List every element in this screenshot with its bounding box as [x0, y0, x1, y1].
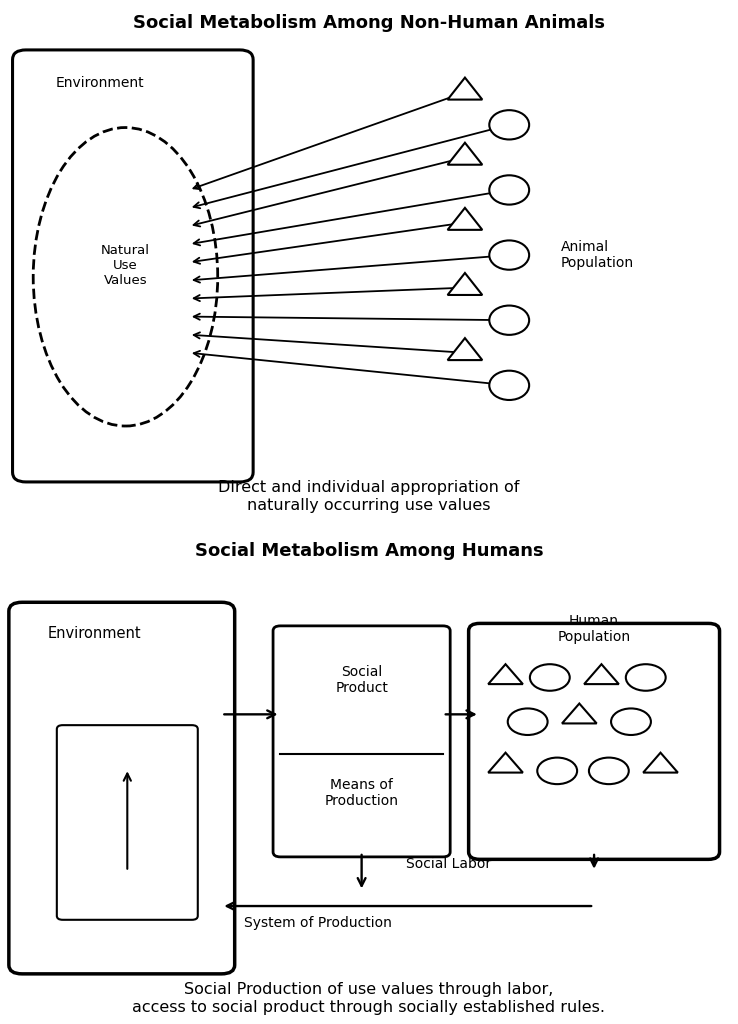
FancyBboxPatch shape [13, 50, 253, 482]
Text: Direct and individual appropriation of
naturally occurring use values: Direct and individual appropriation of n… [218, 480, 520, 513]
Polygon shape [584, 665, 618, 684]
Polygon shape [489, 665, 523, 684]
FancyBboxPatch shape [273, 626, 450, 857]
Circle shape [530, 665, 570, 691]
Polygon shape [644, 753, 677, 772]
Circle shape [537, 758, 577, 784]
Text: Environment: Environment [48, 626, 142, 641]
Text: Social Production of use values through labor,
access to social product through : Social Production of use values through … [133, 982, 605, 1015]
Polygon shape [448, 78, 482, 99]
Text: Natural
Use
Values: Natural Use Values [101, 245, 150, 288]
FancyBboxPatch shape [469, 624, 720, 859]
Text: Animal
Population: Animal Population [561, 240, 634, 270]
Text: Social Labor: Social Labor [406, 857, 491, 871]
Circle shape [611, 709, 651, 735]
Polygon shape [489, 753, 523, 772]
Text: Social Metabolism Among Humans: Social Metabolism Among Humans [195, 543, 543, 560]
Polygon shape [448, 273, 482, 295]
Circle shape [489, 371, 529, 400]
Circle shape [489, 111, 529, 139]
Polygon shape [562, 703, 596, 723]
FancyBboxPatch shape [57, 725, 198, 920]
Circle shape [489, 305, 529, 335]
Polygon shape [448, 208, 482, 229]
Circle shape [489, 241, 529, 269]
Text: Means of
Production: Means of Production [325, 778, 399, 808]
Polygon shape [448, 142, 482, 165]
Circle shape [589, 758, 629, 784]
Circle shape [489, 175, 529, 205]
Text: Social Metabolism Among Non-Human Animals: Social Metabolism Among Non-Human Animal… [133, 13, 605, 32]
Circle shape [626, 665, 666, 691]
Circle shape [508, 709, 548, 735]
Text: Human
Population: Human Population [557, 613, 631, 644]
Text: Social
Product: Social Product [335, 665, 388, 695]
Ellipse shape [33, 128, 218, 426]
Text: System of Production: System of Production [244, 915, 391, 930]
FancyBboxPatch shape [9, 602, 235, 974]
Text: Environment: Environment [55, 76, 144, 90]
Polygon shape [448, 338, 482, 360]
